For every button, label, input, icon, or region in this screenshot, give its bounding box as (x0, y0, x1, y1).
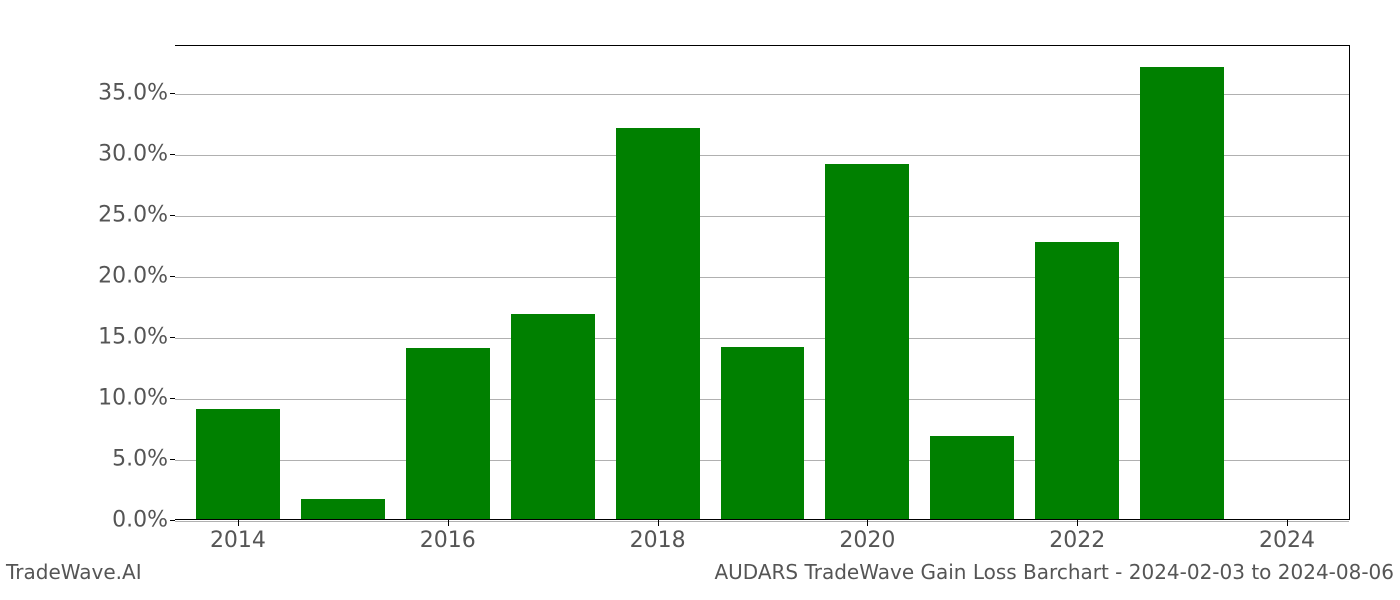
y-tick-mark (170, 93, 175, 94)
bar (301, 499, 385, 519)
y-tick-label: 30.0% (48, 141, 168, 166)
y-tick-mark (170, 337, 175, 338)
bar (825, 164, 909, 519)
bar (930, 436, 1014, 519)
bar (196, 409, 280, 519)
x-tick-mark (448, 520, 449, 526)
x-tick-label: 2024 (1259, 528, 1315, 553)
bar (1140, 67, 1224, 519)
x-tick-mark (1287, 520, 1288, 526)
bar (511, 314, 595, 519)
x-tick-label: 2022 (1049, 528, 1105, 553)
y-tick-label: 25.0% (48, 202, 168, 227)
bar (721, 347, 805, 519)
y-tick-mark (170, 215, 175, 216)
x-tick-label: 2018 (630, 528, 686, 553)
x-tick-mark (867, 520, 868, 526)
x-tick-label: 2020 (839, 528, 895, 553)
bar (406, 348, 490, 519)
footer-left-text: TradeWave.AI (6, 560, 142, 584)
plot-area (175, 45, 1350, 520)
bar (616, 128, 700, 519)
y-tick-mark (170, 398, 175, 399)
bar (1035, 242, 1119, 519)
y-tick-label: 35.0% (48, 80, 168, 105)
y-tick-label: 5.0% (48, 446, 168, 471)
y-tick-label: 10.0% (48, 385, 168, 410)
y-tick-mark (170, 276, 175, 277)
x-tick-mark (238, 520, 239, 526)
chart-root: TradeWave.AI AUDARS TradeWave Gain Loss … (0, 0, 1400, 600)
footer-right-text: AUDARS TradeWave Gain Loss Barchart - 20… (714, 560, 1394, 584)
y-tick-mark (170, 520, 175, 521)
y-tick-mark (170, 154, 175, 155)
x-tick-label: 2016 (420, 528, 476, 553)
y-tick-label: 0.0% (48, 508, 168, 533)
y-tick-mark (170, 459, 175, 460)
y-gridline (175, 521, 1349, 522)
x-tick-label: 2014 (210, 528, 266, 553)
y-tick-label: 20.0% (48, 263, 168, 288)
x-tick-mark (1077, 520, 1078, 526)
x-tick-mark (658, 520, 659, 526)
y-tick-label: 15.0% (48, 324, 168, 349)
